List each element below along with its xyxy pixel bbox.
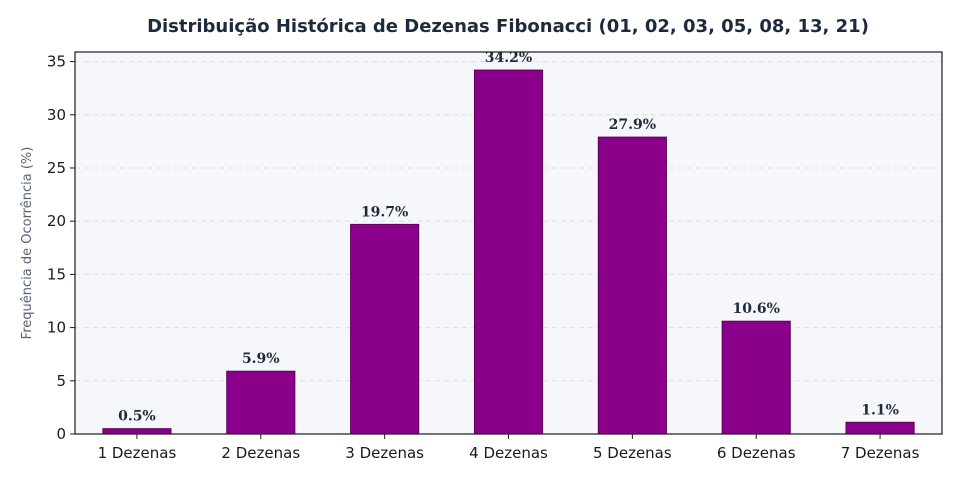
y-tick-label: 20 — [47, 212, 66, 230]
data-label: 10.6% — [733, 301, 780, 317]
data-label: 5.9% — [242, 351, 280, 367]
x-tick-label: 6 Dezenas — [717, 444, 796, 462]
bar — [102, 428, 172, 435]
bars — [102, 69, 915, 435]
data-label: 34.2% — [485, 50, 532, 66]
data-label: 1.1% — [861, 402, 899, 418]
x-tick-label: 5 Dezenas — [593, 444, 672, 462]
y-tick-label: 0 — [56, 425, 66, 443]
y-axis: 0 5 10 15 20 25 30 35 — [47, 53, 75, 443]
x-tick-label: 3 Dezenas — [345, 444, 424, 462]
y-tick-label: 10 — [47, 319, 66, 337]
bar — [845, 421, 915, 435]
y-tick-label: 15 — [47, 265, 66, 283]
x-tick-label: 1 Dezenas — [98, 444, 177, 462]
y-tick-label: 5 — [56, 372, 66, 390]
bar — [597, 136, 667, 435]
x-tick-label: 2 Dezenas — [221, 444, 300, 462]
chart-title: Distribuição Histórica de Dezenas Fibona… — [147, 16, 869, 37]
y-axis-label: Frequência de Ocorrência (%) — [20, 147, 35, 340]
data-label: 19.7% — [361, 204, 408, 220]
y-tick-label: 25 — [47, 159, 66, 177]
x-tick-label: 4 Dezenas — [469, 444, 548, 462]
x-axis: 1 Dezenas 2 Dezenas 3 Dezenas 4 Dezenas 5 De… — [98, 434, 920, 462]
y-tick-label: 30 — [47, 106, 66, 124]
data-label: 27.9% — [609, 117, 656, 133]
data-label: 0.5% — [118, 409, 156, 425]
y-tick-label: 35 — [47, 53, 66, 71]
bar — [473, 69, 544, 435]
bar — [721, 320, 791, 435]
bar — [226, 370, 296, 435]
data-labels: 0.5% 5.9% 19.7% 34.2% 27.9% 10.6% 1.1% — [118, 50, 899, 425]
x-tick-label: 7 Dezenas — [841, 444, 920, 462]
bar — [350, 223, 420, 435]
